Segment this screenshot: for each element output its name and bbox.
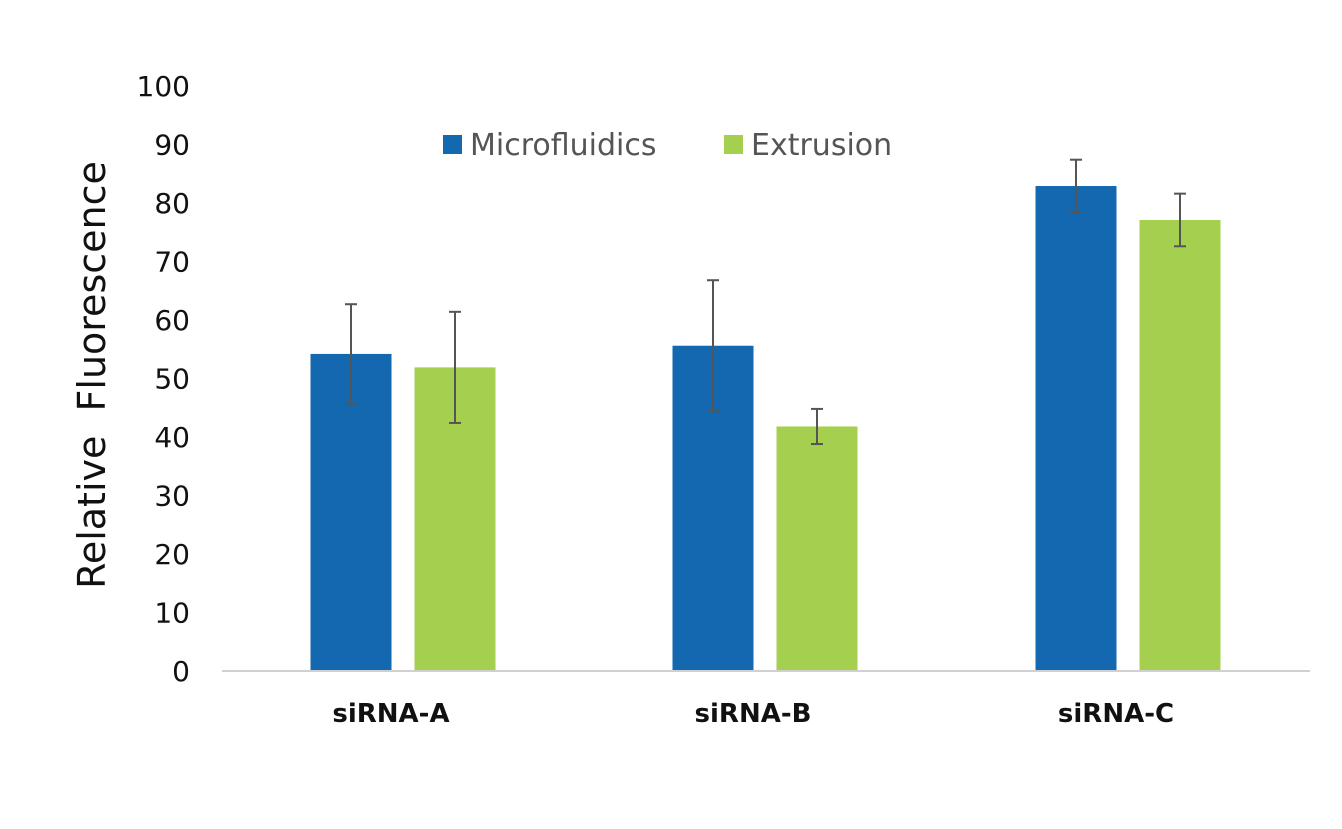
error-bar-extrusion-sirna-c [1174,192,1186,248]
axis-layer: 0 10 20 30 40 50 60 70 80 90 100 siRNA-A siRNA-B siRN… [137,70,1310,729]
error-bar-extrusion-sirna-b [811,407,823,446]
bar-microfluidics-sirna-a [310,353,392,671]
x-category-label: siRNA-B [695,699,812,729]
y-tick-label: 40 [154,421,190,454]
error-bar-microfluidics-sirna-a [345,303,357,405]
bar-extrusion-sirna-b [776,426,858,671]
error-bar-extrusion-sirna-a [449,310,461,424]
error-bars-layer [345,158,1186,446]
y-tick-label: 100 [137,70,190,103]
y-tick-label: 70 [154,246,190,279]
y-tick-label: 80 [154,187,190,220]
error-bar-microfluidics-sirna-b [707,279,719,413]
legend-item-microfluidics: Microfluidics [443,128,657,163]
y-axis-title: Relative Fluorescence [70,161,114,589]
bar-microfluidics-sirna-c [1035,186,1117,671]
bars-layer [310,186,1221,671]
y-tick-label: 30 [154,480,190,513]
legend-label: Microfluidics [470,128,657,163]
y-tick-label: 0 [172,655,190,688]
legend-item-extrusion: Extrusion [724,128,892,163]
x-category-label: siRNA-C [1058,699,1174,729]
bar-extrusion-sirna-c [1139,219,1221,671]
legend-label: Extrusion [751,128,892,163]
y-tick-label: 90 [154,129,190,162]
y-tick-label: 50 [154,363,190,396]
y-tick-label: 20 [154,538,190,571]
y-tick-label: 60 [154,304,190,337]
y-tick-label: 10 [154,597,190,630]
x-category-label: siRNA-A [332,699,449,729]
legend: Microfluidics Extrusion [443,128,892,163]
error-bar-microfluidics-sirna-c [1070,158,1082,214]
legend-swatch [443,135,462,154]
legend-swatch [724,135,743,154]
